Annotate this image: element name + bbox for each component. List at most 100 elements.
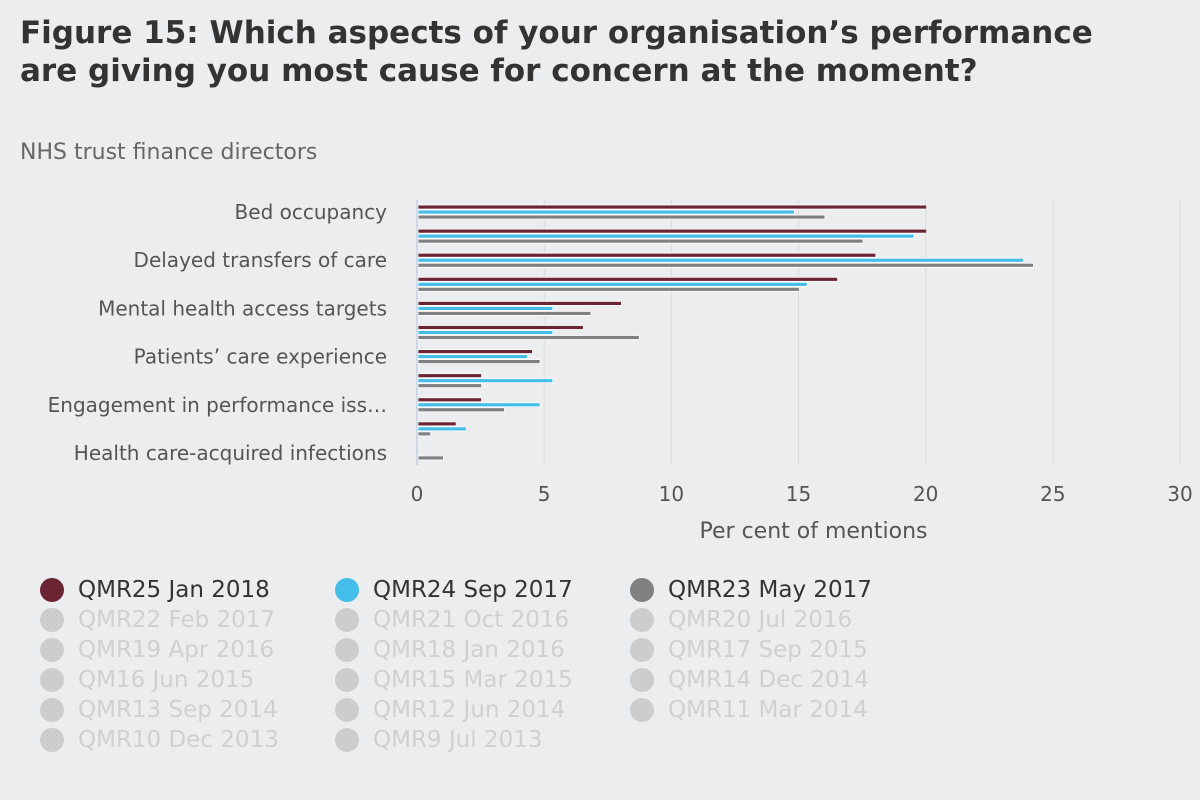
bar-series-1-cat-1[interactable]: [417, 204, 928, 210]
legend-item[interactable]: QMR18 Jan 2016: [335, 637, 630, 663]
legend-label: QMR20 Jul 2016: [668, 607, 853, 633]
bar-series-2-cat-4[interactable]: [417, 281, 808, 287]
legend-dot-icon: [630, 698, 654, 722]
legend-item[interactable]: QMR13 Sep 2014: [40, 697, 335, 723]
legend-item[interactable]: QMR23 May 2017: [630, 577, 925, 603]
legend: QMR25 Jan 2018 QMR24 Sep 2017 QMR23 May 20…: [40, 577, 1140, 753]
bar-series-3-cat-6[interactable]: [417, 335, 640, 340]
legend-item[interactable]: QMR25 Jan 2018: [40, 577, 335, 603]
x-tick-label: 30: [1167, 482, 1192, 506]
bar-series-3-cat-9[interactable]: [417, 407, 505, 413]
legend-item[interactable]: QMR17 Sep 2015: [630, 637, 925, 663]
bar-series-3-cat-2[interactable]: [417, 238, 864, 244]
legend-label: QMR17 Sep 2015: [668, 637, 868, 663]
bar-series-1-cat-10[interactable]: [417, 421, 457, 427]
bar-chart: Bed occupancy Delayed transfers of care Me…: [48, 200, 1193, 544]
bar-series-3-cat-4[interactable]: [417, 286, 800, 292]
x-tick-label: 0: [411, 482, 424, 506]
bar-series-3-cat-11[interactable]: [417, 455, 444, 461]
legend-dot-icon: [40, 578, 64, 602]
legend-label: QMR15 Mar 2015: [373, 667, 573, 693]
bar-series-2-cat-5[interactable]: [417, 306, 554, 311]
category-label: Patients’ care experience: [134, 345, 387, 369]
legend-dot-icon: [40, 608, 64, 632]
legend-label: QMR24 Sep 2017: [373, 577, 573, 603]
legend-item[interactable]: QMR20 Jul 2016: [630, 607, 925, 633]
bar-series-2-cat-1[interactable]: [417, 209, 795, 215]
legend-item[interactable]: QMR12 Jun 2014: [335, 697, 630, 723]
bar-series-1-cat-5[interactable]: [417, 301, 622, 306]
legend-label: QMR14 Dec 2014: [668, 667, 869, 693]
legend-dot-icon: [40, 728, 64, 752]
bar-series-3-cat-1[interactable]: [417, 214, 826, 220]
legend-dot-icon: [335, 578, 359, 602]
legend-label: QMR18 Jan 2016: [373, 637, 565, 663]
category-label: Mental health access targets: [98, 296, 387, 320]
legend-dot-icon: [335, 698, 359, 722]
category-label: Engagement in performance iss…: [48, 393, 387, 417]
legend-item[interactable]: QMR10 Dec 2013: [40, 727, 335, 753]
chart-title: Figure 15: Which aspects of your organis…: [20, 15, 1093, 89]
x-tick-label: 20: [913, 482, 938, 506]
legend-item[interactable]: QMR15 Mar 2015: [335, 667, 630, 693]
bar-series-1-cat-8[interactable]: [417, 373, 482, 379]
legend-dot-icon: [630, 608, 654, 632]
legend-label: QMR9 Jul 2013: [373, 727, 543, 753]
legend-dot-icon: [335, 728, 359, 752]
bar-series-1-cat-4[interactable]: [417, 276, 839, 282]
category-label: Delayed transfers of care: [134, 248, 387, 272]
legend-label: QM16 Jun 2015: [78, 667, 255, 693]
legend-item[interactable]: QM16 Jun 2015: [40, 667, 335, 693]
bar-series-3-cat-5[interactable]: [417, 311, 592, 316]
legend-label: QMR13 Sep 2014: [78, 697, 278, 723]
legend-label: QMR25 Jan 2018: [78, 577, 270, 603]
bar-series-2-cat-6[interactable]: [417, 330, 554, 335]
legend-dot-icon: [40, 638, 64, 662]
legend-dot-icon: [335, 668, 359, 692]
legend-item[interactable]: QMR9 Jul 2013: [335, 727, 630, 753]
bar-series-2-cat-9[interactable]: [417, 402, 541, 408]
legend-item[interactable]: QMR24 Sep 2017: [335, 577, 630, 603]
gridlines: [416, 200, 1181, 465]
bar-series-1-cat-6[interactable]: [417, 325, 584, 330]
x-axis-title: Per cent of mentions: [700, 519, 928, 544]
bar-series-2-cat-10[interactable]: [417, 426, 467, 432]
legend-label: QMR21 Oct 2016: [373, 607, 570, 633]
bar-series-3-cat-7[interactable]: [417, 359, 541, 364]
chart-subtitle: NHS trust finance directors: [20, 140, 318, 165]
legend-dot-icon: [630, 668, 654, 692]
legend-dot-icon: [40, 698, 64, 722]
x-tick-label: 10: [659, 482, 684, 506]
legend-dot-icon: [630, 578, 654, 602]
legend-dot-icon: [40, 668, 64, 692]
legend-item[interactable]: QMR11 Mar 2014: [630, 697, 925, 723]
bar-series-2-cat-7[interactable]: [417, 354, 528, 359]
legend-dot-icon: [335, 608, 359, 632]
bar-series-1-cat-9[interactable]: [417, 397, 482, 403]
bar-series-2-cat-3[interactable]: [417, 257, 1024, 263]
legend-dot-icon: [335, 638, 359, 662]
category-label: Health care-acquired infections: [74, 441, 387, 465]
bar-series-1-cat-2[interactable]: [417, 228, 928, 234]
legend-item[interactable]: QMR14 Dec 2014: [630, 667, 925, 693]
bars: [417, 204, 1034, 461]
legend-dot-icon: [630, 638, 654, 662]
legend-label: QMR23 May 2017: [668, 577, 872, 603]
category-label: Bed occupancy: [235, 200, 388, 224]
bar-series-1-cat-3[interactable]: [417, 252, 877, 258]
bar-series-2-cat-2[interactable]: [417, 233, 915, 239]
bar-series-3-cat-10[interactable]: [417, 431, 432, 437]
bar-series-3-cat-8[interactable]: [417, 383, 482, 389]
x-tick-label: 5: [538, 482, 551, 506]
legend-item[interactable]: QMR22 Feb 2017: [40, 607, 335, 633]
bar-series-3-cat-3[interactable]: [417, 262, 1034, 268]
legend-item[interactable]: QMR21 Oct 2016: [335, 607, 630, 633]
category-labels: Bed occupancy Delayed transfers of care Me…: [48, 200, 388, 465]
legend-label: QMR12 Jun 2014: [373, 697, 566, 723]
bar-series-1-cat-7[interactable]: [417, 349, 533, 354]
legend-label: QMR19 Apr 2016: [78, 637, 275, 663]
bar-series-2-cat-8[interactable]: [417, 378, 554, 384]
legend-item[interactable]: QMR19 Apr 2016: [40, 637, 335, 663]
legend-label: QMR11 Mar 2014: [668, 697, 868, 723]
x-tick-label: 25: [1040, 482, 1065, 506]
